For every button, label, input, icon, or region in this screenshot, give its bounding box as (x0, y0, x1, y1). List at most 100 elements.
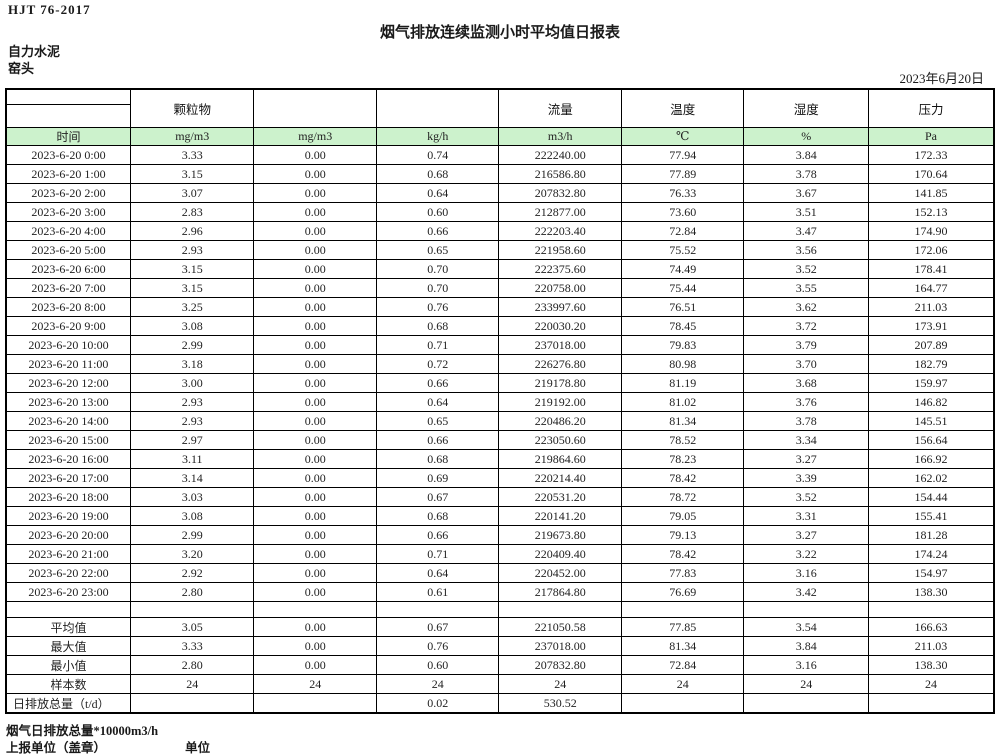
value-cell: 3.14 (129, 468, 255, 488)
summary-value: 24 (498, 674, 622, 694)
summary-value: 0.00 (253, 617, 377, 637)
value-cell: 75.52 (620, 240, 745, 260)
value-cell: 3.08 (129, 506, 255, 526)
value-cell: 75.44 (620, 278, 745, 298)
time-cell: 2023-6-20 8:00 (5, 297, 131, 317)
value-cell: 217864.80 (498, 582, 622, 602)
value-cell: 219178.80 (498, 373, 622, 393)
value-cell: 3.47 (743, 221, 869, 241)
summary-row: 最大值 3.33 0.00 0.76 237018.00 81.34 3.84 211.03 (5, 636, 995, 656)
page-title: 烟气排放连续监测小时平均值日报表 (379, 25, 620, 41)
summary-value: 24 (129, 674, 255, 694)
unit-pa: Pa (867, 127, 995, 146)
value-cell: 222203.40 (498, 221, 622, 241)
value-cell: 219864.60 (498, 449, 622, 469)
table-row: 2023-6-20 5:00 2.93 0.00 0.65 221958.60 75.52… (5, 240, 995, 260)
value-cell: 0.00 (253, 411, 377, 431)
summary-value: 211.03 (867, 636, 995, 656)
value-cell: 0.00 (253, 240, 377, 260)
value-cell: 0.00 (253, 544, 377, 564)
summary-label: 最小值 (5, 655, 131, 675)
time-cell: 2023-6-20 6:00 (5, 259, 131, 279)
time-cell: 2023-6-20 9:00 (5, 316, 131, 336)
summary-value: 0.00 (253, 655, 377, 675)
time-cell: 2023-6-20 16:00 (5, 449, 131, 469)
value-cell: 0.64 (375, 392, 500, 412)
unit-kg-h: kg/h (375, 127, 500, 146)
time-cell: 2023-6-20 1:00 (5, 164, 131, 184)
report-table: 颗粒物 流量 温度 湿度 压力 时间 mg/m3 mg/m3 kg/h m3/h… (5, 88, 995, 714)
value-cell: 3.15 (129, 278, 255, 298)
value-cell: 154.44 (867, 487, 995, 507)
value-cell: 220141.20 (498, 506, 622, 526)
table-row: 2023-6-20 19:00 3.08 0.00 0.68 220141.20 79.0… (5, 506, 995, 526)
value-cell: 220758.00 (498, 278, 622, 298)
time-cell: 2023-6-20 10:00 (5, 335, 131, 355)
value-cell: 2.96 (129, 221, 255, 241)
value-cell: 0.70 (375, 259, 500, 279)
summary-value: 24 (620, 674, 745, 694)
value-cell: 76.69 (620, 582, 745, 602)
value-cell: 78.42 (620, 544, 745, 564)
value-cell: 0.68 (375, 506, 500, 526)
summary-value: 207832.80 (498, 655, 622, 675)
value-cell: 0.64 (375, 183, 500, 203)
group-header-flow: 流量 (498, 88, 622, 128)
value-cell: 219673.80 (498, 525, 622, 545)
table-row: 2023-6-20 18:00 3.03 0.00 0.67 220531.20 78.7… (5, 487, 995, 507)
summary-value: 72.84 (620, 655, 745, 675)
value-cell: 0.00 (253, 202, 377, 222)
time-cell: 2023-6-20 5:00 (5, 240, 131, 260)
spacer-cell (5, 601, 131, 618)
time-group-header-cell (5, 88, 131, 128)
value-cell: 2.83 (129, 202, 255, 222)
time-cell: 2023-6-20 14:00 (5, 411, 131, 431)
summary-value: 138.30 (867, 655, 995, 675)
value-cell: 207.89 (867, 335, 995, 355)
value-cell: 72.84 (620, 221, 745, 241)
value-cell: 221958.60 (498, 240, 622, 260)
location-name: 窑头 (8, 61, 35, 76)
value-cell: 3.84 (743, 145, 869, 165)
value-cell: 226276.80 (498, 354, 622, 374)
summary-value: 530.52 (498, 693, 622, 714)
table-row: 2023-6-20 2:00 3.07 0.00 0.64 207832.80 76.33… (5, 183, 995, 203)
value-cell: 0.72 (375, 354, 500, 374)
group-header-humidity: 湿度 (743, 88, 869, 128)
time-cell: 2023-6-20 3:00 (5, 202, 131, 222)
value-cell: 0.00 (253, 259, 377, 279)
group-header-empty-1 (253, 88, 377, 128)
value-cell: 212877.00 (498, 202, 622, 222)
time-cell: 2023-6-20 18:00 (5, 487, 131, 507)
value-cell: 0.00 (253, 164, 377, 184)
time-cell: 2023-6-20 17:00 (5, 468, 131, 488)
value-cell: 3.52 (743, 259, 869, 279)
value-cell: 0.64 (375, 563, 500, 583)
group-header-row: 颗粒物 流量 温度 湿度 压力 (5, 88, 995, 128)
value-cell: 77.94 (620, 145, 745, 165)
value-cell: 80.98 (620, 354, 745, 374)
value-cell: 2.93 (129, 392, 255, 412)
value-cell: 79.05 (620, 506, 745, 526)
value-cell: 0.68 (375, 449, 500, 469)
value-cell: 3.33 (129, 145, 255, 165)
summary-row: 样本数 24 24 24 24 24 24 24 (5, 674, 995, 694)
spacer-row (5, 601, 995, 618)
value-cell: 3.07 (129, 183, 255, 203)
value-cell: 0.66 (375, 221, 500, 241)
value-cell: 0.70 (375, 278, 500, 298)
value-cell: 233997.60 (498, 297, 622, 317)
value-cell: 79.13 (620, 525, 745, 545)
summary-value: 77.85 (620, 617, 745, 637)
value-cell: 0.68 (375, 164, 500, 184)
spacer-cell (253, 601, 377, 618)
table-row: 2023-6-20 16:00 3.11 0.00 0.68 219864.60 78.2… (5, 449, 995, 469)
group-header-pressure: 压力 (867, 88, 995, 128)
value-cell: 220214.40 (498, 468, 622, 488)
time-cell: 2023-6-20 15:00 (5, 430, 131, 450)
value-cell: 172.06 (867, 240, 995, 260)
value-cell: 0.00 (253, 468, 377, 488)
value-cell: 3.78 (743, 411, 869, 431)
value-cell: 220486.20 (498, 411, 622, 431)
